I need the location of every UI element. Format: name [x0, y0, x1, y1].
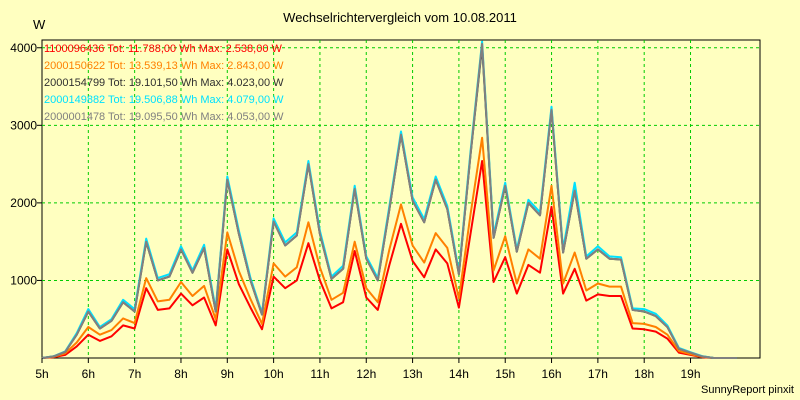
x-tick-label: 10h — [264, 367, 284, 381]
footer-credit: SunnyReport pinxit — [701, 384, 794, 396]
x-tick-label: 18h — [634, 367, 654, 381]
series-layer — [41, 40, 737, 359]
legend-entry-4: 2000149882 Tot: 19.506,88 Wh Max: 4.079,… — [44, 94, 284, 106]
y-tick-label: 4000 — [10, 41, 37, 55]
x-tick-label: 17h — [588, 367, 608, 381]
legend-entry-1: 1100096436 Tot: 11.788,00 Wh Max: 2.538,… — [44, 43, 283, 55]
chart-title: Wechselrichtervergleich vom 10.08.2011 — [283, 10, 517, 25]
x-tick-label: 8h — [174, 367, 187, 381]
y-tick-label: 1000 — [10, 273, 37, 287]
x-tick-label: 19h — [681, 367, 701, 381]
series-line-2000001478 — [41, 42, 737, 359]
series-line-1100096436 — [41, 160, 737, 359]
x-tick-label: 14h — [449, 367, 469, 381]
x-tick-label: 12h — [356, 367, 376, 381]
y-tick-label: 3000 — [10, 118, 37, 132]
y-axis: 1000 2000 3000 4000 — [10, 41, 42, 287]
plot-area — [41, 39, 761, 359]
legend-entry-2: 2000150622 Tot: 13.539,13 Wh Max: 2.843,… — [44, 60, 284, 72]
x-tick-label: 16h — [542, 367, 562, 381]
x-tick-label: 5h — [35, 367, 48, 381]
y-axis-label: W — [33, 17, 46, 32]
y-tick-label: 2000 — [10, 196, 37, 210]
x-axis: 5h 6h 7h 8h 9h 10h 11h 12h 13h 14h 15h 16h 17h 18h 19h — [35, 358, 701, 381]
legend: 1100096436 Tot: 11.788,00 Wh Max: 2.538,… — [44, 43, 284, 123]
series-line-2000150622 — [41, 136, 737, 359]
x-tick-label: 13h — [403, 367, 423, 381]
x-tick-label: 9h — [221, 367, 234, 381]
grid — [42, 40, 760, 358]
legend-entry-5: 2000001478 Tot: 19.095,50 Wh Max: 4.053,… — [44, 111, 284, 123]
legend-entry-3: 2000154799 Tot: 19.101,50 Wh Max: 4.023,… — [44, 77, 284, 89]
x-tick-label: 7h — [128, 367, 141, 381]
x-tick-label: 11h — [310, 367, 329, 381]
x-tick-label: 15h — [495, 367, 515, 381]
x-tick-label: 6h — [82, 367, 95, 381]
